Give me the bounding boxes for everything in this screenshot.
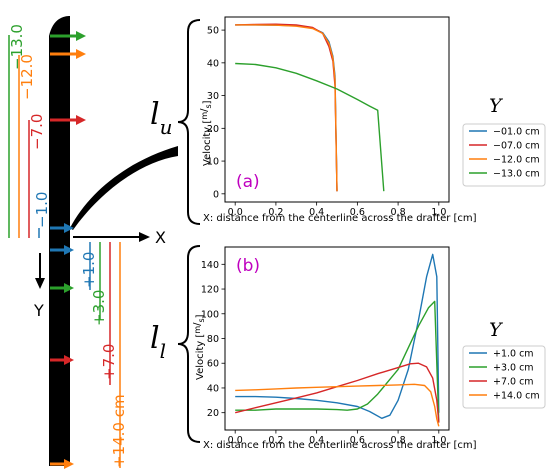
- station-leader-lines: [8, 35, 121, 468]
- chart-b-y-ticks: 20 40 60 80 100 120 140: [201, 260, 225, 419]
- chart-b-legend-label: +3.0 cm: [493, 363, 534, 374]
- station-label-p7: +7.0: [100, 344, 118, 380]
- chart-b-y-tick-label: 20: [207, 408, 219, 419]
- chart-b-series-line: [235, 253, 440, 419]
- chart-a-y-tick-label: 30: [207, 91, 219, 102]
- chart-a-x-tick-label: 0.4: [309, 207, 324, 218]
- chart-b-x-tick-label: 1.0: [431, 435, 446, 446]
- chart-a-legend-label: −07.0 cm: [493, 141, 540, 152]
- y-axis-label: Y: [33, 301, 44, 320]
- chart-b-series: [235, 253, 440, 427]
- y-axis-arrowhead: [35, 278, 45, 289]
- chart-a-x-tick-label: 0.6: [350, 207, 365, 218]
- chart-b-y-tick-label: 40: [207, 383, 219, 394]
- station-label-m12: −12.0: [18, 54, 36, 100]
- chart-a-legend: [462, 123, 546, 187]
- lower-brace: [177, 245, 201, 443]
- chart-b-y-tick-label: 80: [207, 334, 219, 345]
- chart-a-y-tick-label: 0: [213, 189, 219, 200]
- chart-b: 0.0 0.2 0.4 0.6 0.8 1.0 20 40 60 80 100 120 140 (b)…: [192, 246, 546, 451]
- station-label-m7: −7.0: [28, 114, 46, 150]
- chart-a-panel-label: (a): [236, 172, 260, 192]
- chart-b-panel-label: (b): [236, 256, 260, 276]
- chart-b-legend-title: Y: [489, 319, 504, 341]
- station-label-m1: −1.0: [33, 192, 51, 228]
- chart-b-legend: [462, 345, 546, 409]
- chart-b-x-tick-label: 0.8: [391, 435, 406, 446]
- chart-b-y-tick-label: 140: [201, 260, 219, 271]
- chart-a-legend-label: −12.0 cm: [493, 155, 540, 166]
- chart-a-y-tick-label: 50: [207, 26, 219, 37]
- chart-b-x-tick-label: 0.0: [228, 435, 243, 446]
- chart-a-y-ticks: 0 10 20 30 40 50: [207, 26, 225, 200]
- chart-a-series-line: [235, 62, 385, 192]
- chart-b-series-line: [235, 383, 440, 427]
- chart-a-y-tick-label: 10: [207, 157, 219, 168]
- drafter-lip: [70, 146, 178, 230]
- chart-a-x-ticks: 0.0 0.2 0.4 0.6 0.8 1.0: [228, 202, 446, 218]
- chart-b-legend-label: +1.0 cm: [493, 349, 534, 360]
- chart-b-series-line: [235, 362, 440, 423]
- chart-a-legend-label: −01.0 cm: [493, 127, 540, 138]
- chart-b-y-tick-label: 120: [201, 285, 219, 296]
- chart-a-xlabel: X: distance from the centerline across t…: [203, 213, 477, 224]
- upper-region-label: lu: [150, 97, 173, 139]
- chart-a-series: [235, 23, 385, 192]
- chart-a-legend-label: −13.0 cm: [493, 169, 540, 180]
- chart-a-series-line: [235, 24, 338, 192]
- chart-a-x-tick-label: 0.0: [228, 207, 243, 218]
- chart-b-plot-area: [224, 246, 450, 431]
- chart-b-ylabel: Velocity [m/s]: [192, 314, 206, 380]
- station-label-m13: −13.0: [8, 24, 26, 70]
- chart-b-legend-label: +7.0 cm: [493, 377, 534, 388]
- chart-b-xlabel: X: distance from the centerline across t…: [203, 440, 477, 451]
- chart-a-y-tick-label: 20: [207, 124, 219, 135]
- lower-region-label: ll: [150, 321, 166, 363]
- station-arrows: [50, 31, 86, 469]
- chart-b-x-tick-label: 0.6: [350, 435, 365, 446]
- station-label-p3: +3.0: [90, 290, 108, 326]
- chart-a-x-tick-label: 1.0: [431, 207, 446, 218]
- station-label-p14: +14.0 cm: [110, 394, 128, 468]
- chart-b-legend-label: +14.0 cm: [493, 391, 540, 402]
- chart-b-series-line: [235, 300, 440, 423]
- drafter-wall: [49, 16, 70, 466]
- station-label-p1: +1.0: [80, 252, 98, 288]
- x-axis-arrowhead: [139, 232, 150, 242]
- x-axis-label: X: [155, 228, 166, 247]
- chart-a-x-tick-label: 0.2: [268, 207, 283, 218]
- upper-brace: [177, 19, 201, 225]
- chart-a-legend-title: Y: [489, 95, 504, 117]
- chart-b-x-tick-label: 0.4: [309, 435, 324, 446]
- chart-b-x-ticks: 0.0 0.2 0.4 0.6 0.8 1.0: [228, 430, 446, 446]
- chart-a-ylabel: Velocity [m/s]: [199, 100, 213, 166]
- chart-a-legend-items: −01.0 cm −07.0 cm −12.0 cm −13.0 cm: [469, 127, 540, 180]
- chart-a-x-tick-label: 0.8: [391, 207, 406, 218]
- chart-b-y-tick-label: 100: [201, 309, 219, 320]
- chart-a: 0.0 0.2 0.4 0.6 0.8 1.0 0 10 20 30 40 50 (a) Veloc…: [199, 16, 546, 224]
- chart-b-y-tick-label: 60: [207, 359, 219, 370]
- chart-b-legend-items: +1.0 cm +3.0 cm +7.0 cm +14.0 cm: [469, 349, 540, 402]
- chart-b-x-tick-label: 0.2: [268, 435, 283, 446]
- drafter-schematic: X Y: [8, 16, 201, 469]
- chart-a-y-tick-label: 40: [207, 58, 219, 69]
